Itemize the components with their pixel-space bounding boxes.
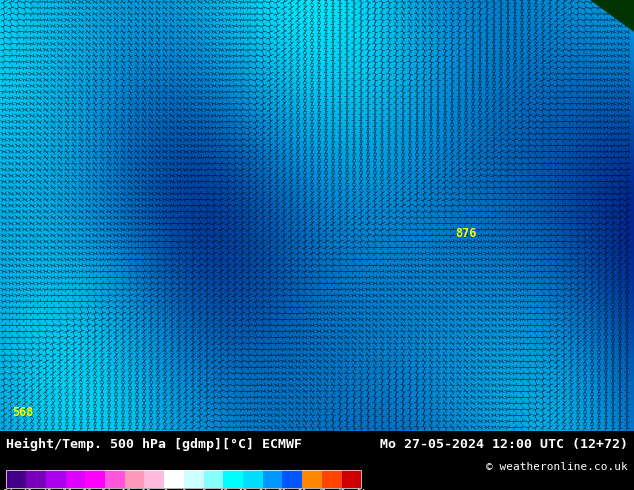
Bar	[204, 470, 223, 488]
Bar	[302, 470, 322, 488]
Bar	[164, 470, 184, 488]
Bar	[6, 470, 26, 488]
Bar	[184, 470, 204, 488]
Text: © weatheronline.co.uk: © weatheronline.co.uk	[486, 462, 628, 472]
Bar	[243, 470, 262, 488]
Bar	[223, 470, 243, 488]
Bar	[6, 470, 361, 488]
Bar	[342, 470, 361, 488]
Bar	[26, 470, 46, 488]
Polygon shape	[590, 0, 634, 32]
Text: 876: 876	[455, 227, 477, 240]
Bar	[322, 470, 342, 488]
Text: Mo 27-05-2024 12:00 UTC (12+72): Mo 27-05-2024 12:00 UTC (12+72)	[380, 438, 628, 451]
Bar	[65, 470, 85, 488]
Text: 568: 568	[12, 406, 34, 419]
Bar	[85, 470, 105, 488]
Bar	[262, 470, 283, 488]
Bar	[125, 470, 145, 488]
Bar	[105, 470, 125, 488]
Bar	[46, 470, 65, 488]
Text: Height/Temp. 500 hPa [gdmp][°C] ECMWF: Height/Temp. 500 hPa [gdmp][°C] ECMWF	[6, 438, 302, 451]
Bar	[145, 470, 164, 488]
Bar	[283, 470, 302, 488]
